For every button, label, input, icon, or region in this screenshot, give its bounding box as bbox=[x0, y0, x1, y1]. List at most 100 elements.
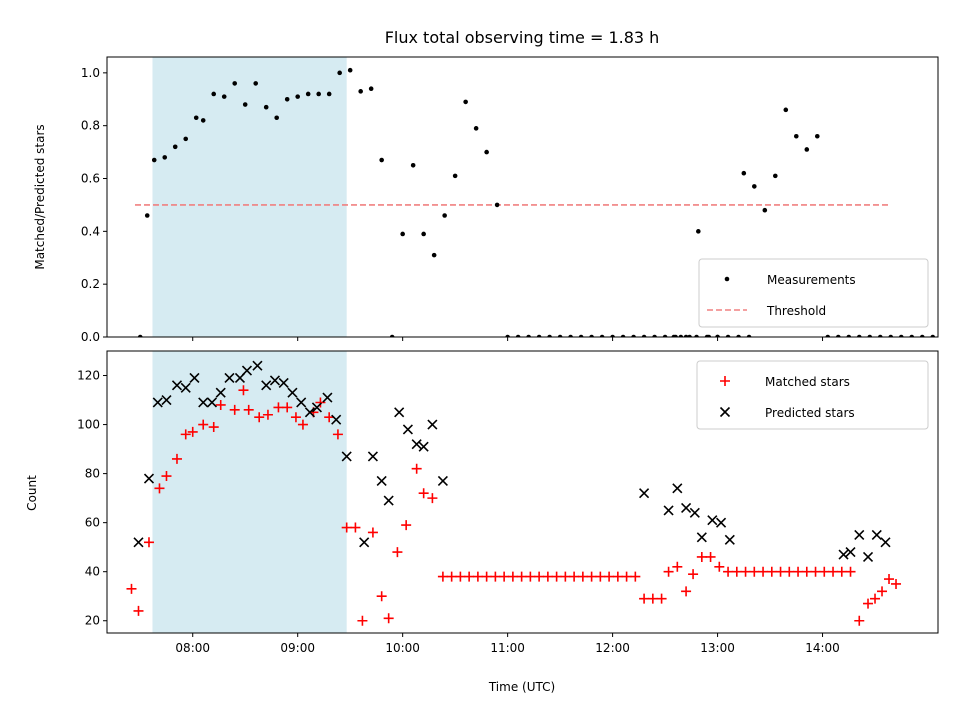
data-point bbox=[499, 571, 510, 582]
data-point bbox=[189, 372, 200, 384]
data-point bbox=[672, 561, 683, 572]
data-point bbox=[516, 571, 527, 582]
data-point bbox=[835, 334, 841, 337]
data-point bbox=[484, 149, 489, 155]
data-point bbox=[741, 170, 747, 176]
data-point bbox=[683, 334, 689, 337]
legend-label: Matched stars bbox=[765, 375, 850, 389]
data-point bbox=[772, 173, 778, 179]
data-point bbox=[324, 412, 335, 423]
y-tick-label: 0.2 bbox=[81, 277, 100, 291]
data-point bbox=[198, 419, 209, 430]
data-point bbox=[862, 551, 874, 563]
data-point bbox=[143, 473, 155, 484]
data-point bbox=[740, 566, 751, 577]
y-tick-label: 0.6 bbox=[81, 172, 100, 186]
data-point bbox=[359, 537, 370, 548]
data-point bbox=[681, 502, 692, 514]
chart-title: Flux total observing time = 1.83 h bbox=[385, 28, 660, 47]
y-tick-label: 80 bbox=[85, 467, 100, 481]
data-point bbox=[867, 334, 873, 337]
x-tick-label: 11:00 bbox=[490, 641, 525, 655]
data-point bbox=[919, 334, 925, 337]
ratio-y-axis-label: Matched/Predicted stars bbox=[33, 124, 47, 269]
data-point bbox=[845, 566, 856, 577]
data-point bbox=[731, 566, 742, 577]
data-point bbox=[455, 571, 466, 582]
data-point bbox=[846, 334, 852, 337]
legend-label: Measurements bbox=[767, 273, 856, 287]
data-point bbox=[631, 334, 636, 337]
data-point bbox=[152, 397, 163, 408]
data-point bbox=[689, 507, 700, 518]
data-point bbox=[282, 402, 293, 413]
data-point bbox=[536, 334, 542, 337]
data-point bbox=[427, 419, 438, 430]
data-point bbox=[198, 397, 209, 408]
data-point bbox=[706, 334, 712, 337]
data-point bbox=[951, 335, 956, 340]
data-point bbox=[183, 136, 189, 142]
data-point bbox=[400, 231, 405, 237]
data-point bbox=[725, 334, 731, 337]
y-tick-label: 0.8 bbox=[81, 119, 100, 133]
x-axis-label: Time (UTC) bbox=[488, 680, 555, 694]
data-point bbox=[253, 81, 259, 86]
data-point bbox=[411, 439, 422, 450]
legend-marker-predicted bbox=[719, 406, 731, 418]
data-point bbox=[224, 372, 235, 384]
y-tick-label: 1.0 bbox=[81, 66, 100, 80]
data-point bbox=[254, 412, 265, 423]
data-point bbox=[376, 475, 387, 487]
data-point bbox=[688, 569, 699, 580]
series-measurements bbox=[137, 67, 956, 340]
data-point bbox=[427, 493, 438, 504]
data-point bbox=[783, 107, 789, 113]
data-point bbox=[311, 402, 323, 413]
data-point bbox=[630, 571, 641, 582]
data-point bbox=[463, 99, 468, 105]
data-point bbox=[856, 334, 862, 337]
data-point bbox=[891, 578, 902, 589]
data-point bbox=[877, 586, 888, 597]
data-point bbox=[401, 520, 412, 531]
data-point bbox=[161, 394, 172, 406]
data-point bbox=[171, 453, 182, 464]
data-point bbox=[431, 252, 437, 258]
data-point bbox=[696, 229, 701, 234]
data-point bbox=[909, 334, 915, 337]
data-point bbox=[793, 566, 804, 577]
data-point bbox=[804, 147, 810, 152]
data-point bbox=[316, 91, 321, 97]
data-point bbox=[490, 571, 501, 582]
data-point bbox=[678, 334, 684, 337]
data-point bbox=[526, 334, 531, 337]
data-point bbox=[880, 537, 891, 548]
data-point bbox=[758, 566, 769, 577]
count-y-axis-label: Count bbox=[25, 475, 39, 511]
data-point bbox=[819, 566, 830, 577]
data-point bbox=[341, 451, 352, 462]
data-point bbox=[836, 566, 847, 577]
data-point bbox=[464, 571, 475, 582]
data-point bbox=[672, 483, 683, 494]
data-point bbox=[208, 422, 219, 433]
data-point bbox=[367, 527, 378, 538]
data-point bbox=[671, 334, 677, 337]
data-point bbox=[126, 583, 137, 594]
data-point bbox=[723, 566, 734, 577]
data-point bbox=[410, 163, 416, 168]
data-point bbox=[357, 615, 368, 626]
legend-label: Predicted stars bbox=[765, 406, 855, 420]
data-point bbox=[898, 334, 904, 337]
y-tick-label: 60 bbox=[85, 516, 100, 530]
series-matched-stars bbox=[126, 385, 902, 626]
legend-box bbox=[696, 360, 929, 430]
data-point bbox=[376, 591, 387, 602]
legend: Matched stars Predicted stars bbox=[696, 360, 929, 430]
plot-area bbox=[134, 57, 956, 340]
data-point bbox=[736, 334, 741, 337]
data-point bbox=[193, 115, 199, 121]
data-point bbox=[586, 571, 597, 582]
